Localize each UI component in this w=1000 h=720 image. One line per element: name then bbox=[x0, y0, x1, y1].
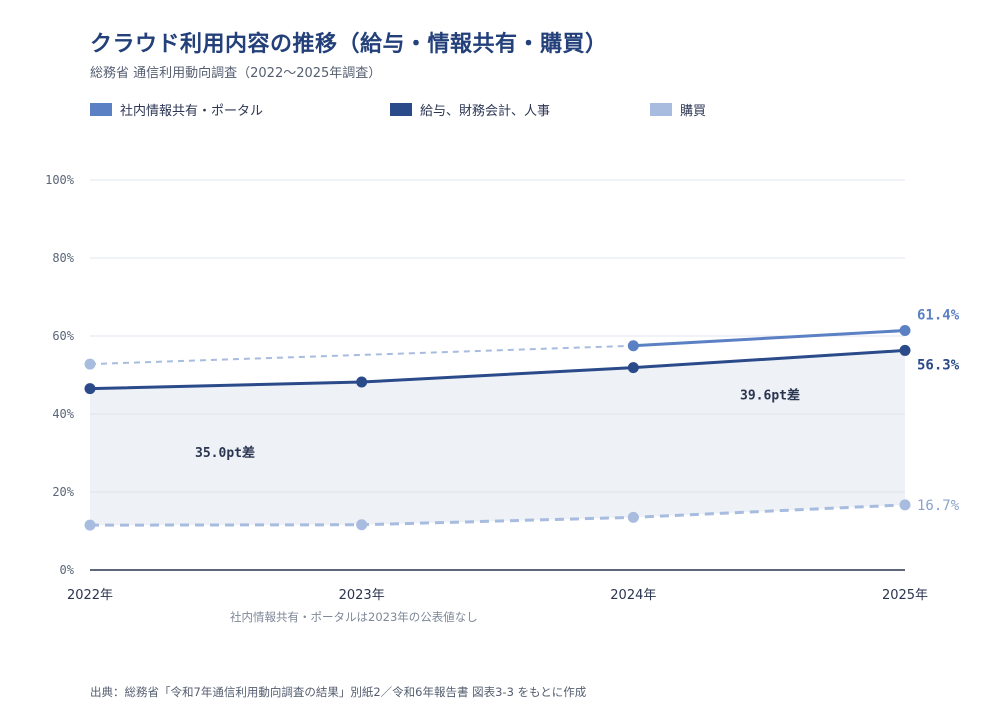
x-tick-label: 2023年 bbox=[339, 588, 385, 603]
legend-item-payroll: 給与、財務会計、人事 bbox=[390, 100, 550, 119]
x-tick-label: 2022年 bbox=[67, 588, 113, 603]
data-point-payroll bbox=[84, 383, 96, 395]
data-point-portal bbox=[899, 325, 911, 337]
end-label-portal: 61.4% bbox=[917, 308, 960, 324]
data-point-payroll bbox=[356, 376, 368, 388]
legend-swatch-portal bbox=[90, 103, 112, 116]
gap-annotation: 39.6pt差 bbox=[740, 388, 800, 404]
legend-swatch-payroll bbox=[390, 103, 412, 116]
source-note: 出典：総務省「令和7年通信利用動向調査の結果」別紙2／令和6年報告書 図表3-3… bbox=[90, 685, 587, 699]
y-tick-label: 60% bbox=[52, 329, 74, 343]
y-tick-label: 20% bbox=[52, 485, 74, 499]
data-point-portal bbox=[627, 340, 639, 352]
chart-note: 社内情報共有・ポータルは2023年の公表値なし bbox=[230, 610, 478, 624]
gap-area bbox=[90, 350, 905, 526]
x-tick-label: 2025年 bbox=[882, 588, 928, 603]
legend-label-payroll: 給与、財務会計、人事 bbox=[420, 104, 551, 119]
chart-subtitle: 総務省 通信利用動向調査（2022〜2025年調査） bbox=[90, 66, 382, 81]
series-line-portal bbox=[633, 329, 906, 348]
data-point-payroll bbox=[899, 344, 911, 356]
series-line-purchasing bbox=[89, 503, 906, 527]
legend-label-purchasing: 購買 bbox=[680, 104, 707, 119]
legend-item-portal: 社内情報共有・ポータル bbox=[90, 100, 263, 119]
legend: 社内情報共有・ポータル 給与、財務会計、人事 購買 bbox=[90, 100, 950, 122]
legend-item-purchasing: 購買 bbox=[650, 100, 706, 119]
series-line-portal-gap bbox=[89, 344, 634, 366]
data-point-purchasing bbox=[899, 499, 911, 511]
end-label-payroll: 56.3% bbox=[917, 357, 960, 373]
y-tick-label: 40% bbox=[52, 407, 74, 421]
legend-label-portal: 社内情報共有・ポータル bbox=[120, 104, 264, 119]
y-tick-label: 100% bbox=[45, 173, 75, 187]
x-tick-label: 2024年 bbox=[610, 588, 656, 603]
y-tick-label: 80% bbox=[52, 251, 74, 265]
gap-annotation: 35.0pt差 bbox=[195, 445, 255, 461]
data-point-payroll bbox=[627, 362, 639, 374]
data-point-purchasing bbox=[84, 519, 96, 531]
data-point-purchasing bbox=[627, 511, 639, 523]
legend-swatch-purchasing bbox=[650, 103, 672, 116]
data-point-purchasing bbox=[356, 519, 368, 531]
y-tick-label: 0% bbox=[60, 563, 75, 577]
series-line-payroll bbox=[89, 348, 906, 391]
end-label-purchasing: 16.7% bbox=[917, 498, 960, 514]
data-point-portal bbox=[84, 358, 96, 370]
chart-title: クラウド利用内容の推移（給与・情報共有・購買） bbox=[90, 32, 608, 57]
